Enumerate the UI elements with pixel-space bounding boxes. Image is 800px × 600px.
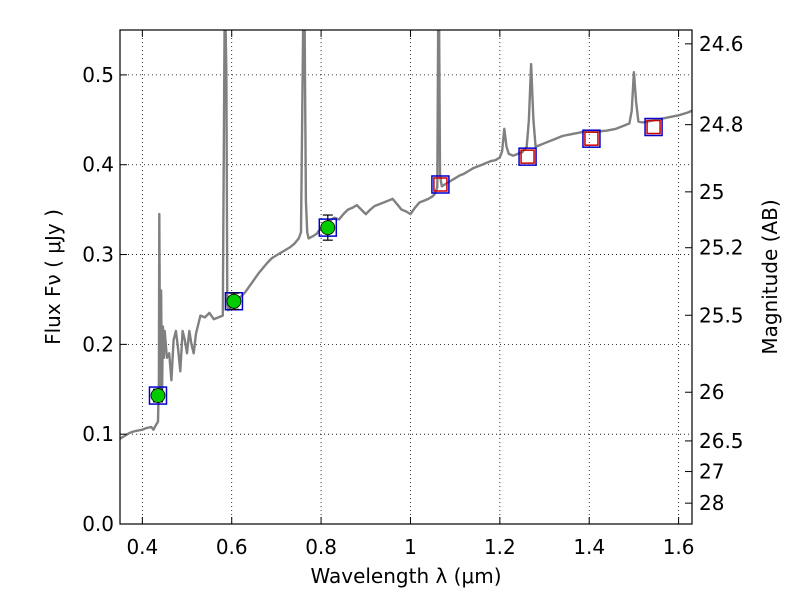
spectrum-line [120,30,692,440]
right-tick-label: 24.8 [699,113,744,137]
x-tick-label: 1.4 [573,535,605,559]
green-data-point [320,220,336,236]
y-tick-label: 0.3 [82,243,114,267]
red-square-marker [584,131,599,146]
y-tick-label: 0.0 [82,512,114,536]
right-tick-label: 28 [699,491,724,515]
y-tick-label: 0.1 [82,422,114,446]
right-tick-label: 26 [699,380,724,404]
green-data-point [150,388,166,403]
spectrum [120,30,692,440]
right-tick-label: 25 [699,180,724,204]
blue-square-marker [644,117,663,137]
right-tick-label: 25.5 [699,303,744,327]
x-tick-label: 1.2 [484,535,516,559]
x-tick-label: 1 [404,535,417,559]
right-tick-label: 26.5 [699,429,744,453]
x-tick-label: 0.4 [126,535,158,559]
x-tick-label: 1.6 [663,535,695,559]
y-tick-label: 0.4 [82,153,114,177]
blue-square-marker [582,129,601,148]
blue-square-marker [518,147,537,166]
red-square-marker [520,149,535,164]
right-tick-label: 27 [699,460,724,484]
red-square-marker [646,119,661,135]
right-axis-title: Magnitude (AB) [758,199,782,354]
x-tick-label: 0.8 [305,535,337,559]
right-tick-label: 24.6 [699,32,744,56]
right-tick-label: 25.2 [699,236,744,260]
y-tick-label: 0.5 [82,63,114,87]
x-axis-title: Wavelength λ (μm) [310,564,501,588]
plot-frame [119,29,693,525]
green-data-point [226,293,242,309]
blue-square-marker [431,175,450,194]
ticks: 0.4 0.6 0.8 1 1.2 1.4 1.6 0.0 0.1 0.2 0.3 0.4 0.5 24.… [82,30,744,559]
red-square-marker [433,177,448,192]
y-axis-title: Flux Fν ( μJy ) [41,209,65,345]
grid [120,30,692,524]
x-tick-label: 0.6 [216,535,248,559]
blue-square-marker [148,386,168,405]
y-tick-label: 0.2 [82,332,114,356]
markers [148,117,663,405]
